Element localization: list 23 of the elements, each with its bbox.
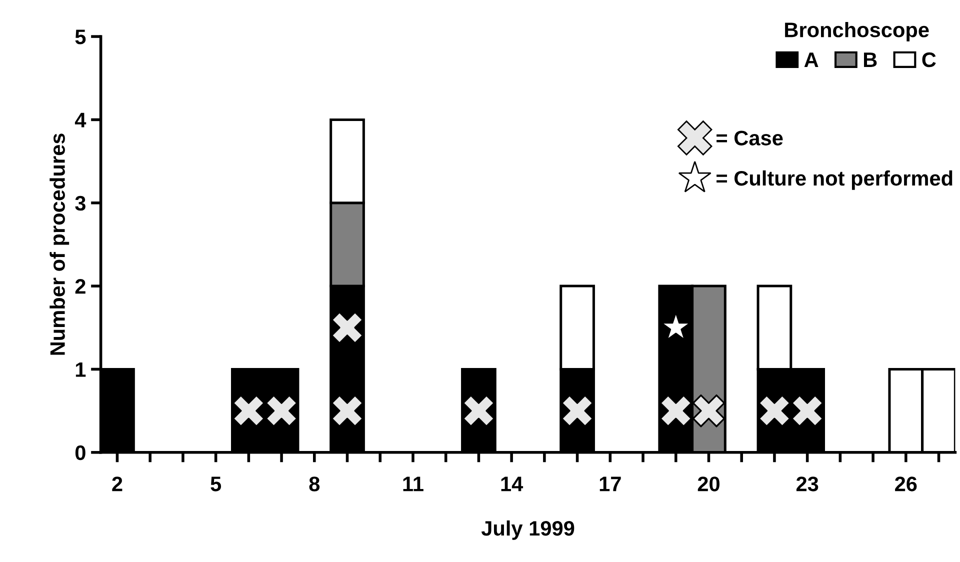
x-tick-label: 20: [698, 476, 720, 492]
legend-label: B: [864, 52, 877, 67]
x-tick-label: 8: [309, 476, 320, 492]
y-tick-label: 4: [74, 112, 86, 128]
x-tick-label: 23: [796, 476, 818, 492]
y-tick-label: 3: [75, 196, 86, 211]
x-axis-title: July 1999: [481, 520, 574, 540]
x-tick-label: 17: [600, 476, 621, 492]
x-tick-label: 2: [112, 476, 122, 492]
x-tick-label: 14: [501, 476, 524, 492]
legend-label: = Case: [716, 130, 783, 146]
y-tick-label: 1: [76, 362, 86, 377]
x-tick-label: 26: [895, 476, 917, 492]
legend-label: = Culture not performed: [716, 170, 952, 190]
legend-label: A: [804, 52, 818, 67]
x-tick-label: 11: [403, 476, 424, 492]
y-tick-label: 2: [75, 279, 86, 294]
y-tick-label: 5: [75, 30, 86, 44]
x-tick-label: 5: [210, 476, 222, 492]
y-axis-title: Number of procedures: [50, 134, 70, 355]
y-tick-label: 0: [75, 445, 86, 460]
legend-title: Bronchoscope: [785, 22, 929, 42]
legend-label: C: [922, 52, 936, 68]
